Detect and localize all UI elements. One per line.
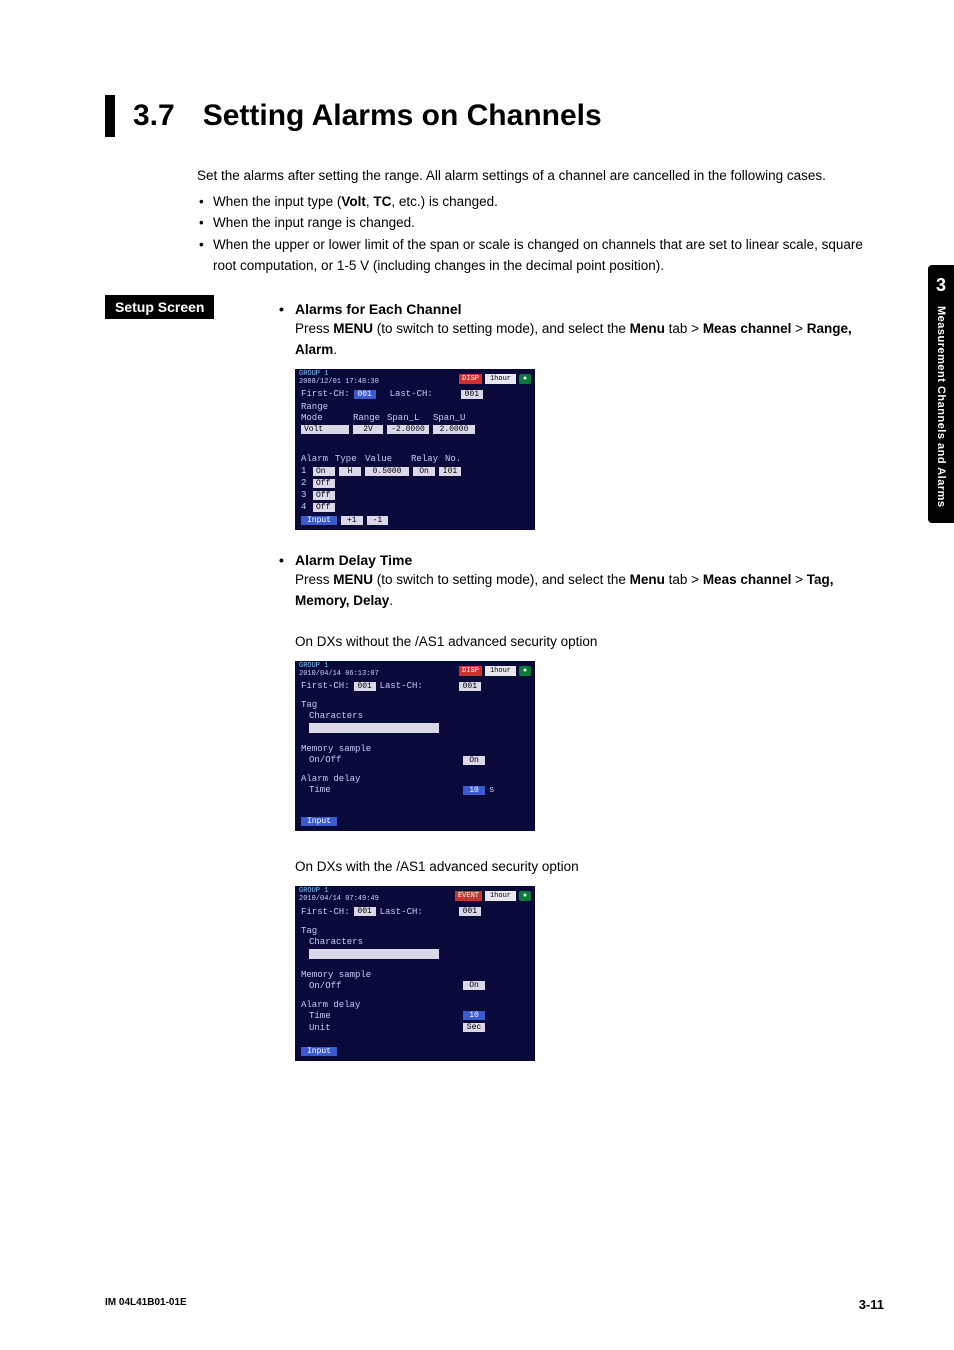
section-heading: 3.7 Setting Alarms on Channels: [105, 95, 884, 137]
screenshot-delay-noas1: GROUP 12010/04/14 06:13:07 DISP 1hour ● …: [295, 661, 535, 831]
input-button[interactable]: Input: [301, 1047, 337, 1056]
screenshot-delay-as1: GROUP 12010/04/14 07:49:49 EVENT 1hour ●…: [295, 886, 535, 1060]
plus-button[interactable]: +1: [341, 516, 363, 525]
section-title: Setting Alarms on Channels: [203, 99, 602, 133]
bullet-item: When the upper or lower limit of the spa…: [197, 234, 884, 277]
indicator-icon: ●: [519, 891, 531, 901]
intro-text: Set the alarms after setting the range. …: [197, 165, 884, 187]
caption: On DXs without the /AS1 advanced securit…: [295, 632, 884, 653]
input-button[interactable]: Input: [301, 817, 337, 826]
alarm-row: 4Off: [295, 501, 535, 513]
subsection-text: Press MENU (to switch to setting mode), …: [295, 570, 884, 612]
disp-badge: DISP: [459, 374, 482, 384]
chapter-number: 3: [928, 275, 954, 296]
side-tab: 3 Measurement Channels and Alarms: [928, 265, 954, 523]
subsection-text: Press MENU (to switch to setting mode), …: [295, 319, 884, 361]
alarm-row: 2Off: [295, 477, 535, 489]
alarm-row: 1OnH0.5000OnI01: [295, 465, 535, 477]
indicator-icon: ●: [519, 666, 531, 676]
subsection-title: Alarms for Each Channel: [295, 301, 884, 317]
page-footer: IM 04L41B01-01E 3-11: [105, 1297, 884, 1312]
alarm-row: 3Off: [295, 489, 535, 501]
bullet-item: When the input type (Volt, TC, etc.) is …: [197, 191, 884, 213]
caption: On DXs with the /AS1 advanced security o…: [295, 857, 884, 878]
intro-bullets: When the input type (Volt, TC, etc.) is …: [197, 191, 884, 277]
section-bar: [105, 95, 115, 137]
setup-screen-label: Setup Screen: [105, 295, 214, 319]
indicator-icon: ●: [519, 374, 531, 384]
bullet-item: When the input range is changed.: [197, 212, 884, 234]
page-number: 3-11: [859, 1297, 884, 1312]
screenshot-range-alarm: GROUP 12008/12/01 17:48:30 DISP 1hour ● …: [295, 369, 535, 530]
section-number: 3.7: [133, 99, 175, 133]
chapter-title: Measurement Channels and Alarms: [935, 306, 947, 508]
doc-id: IM 04L41B01-01E: [105, 1297, 187, 1312]
input-button[interactable]: Input: [301, 516, 337, 525]
subsection-title: Alarm Delay Time: [295, 552, 884, 568]
minus-button[interactable]: -1: [367, 516, 389, 525]
